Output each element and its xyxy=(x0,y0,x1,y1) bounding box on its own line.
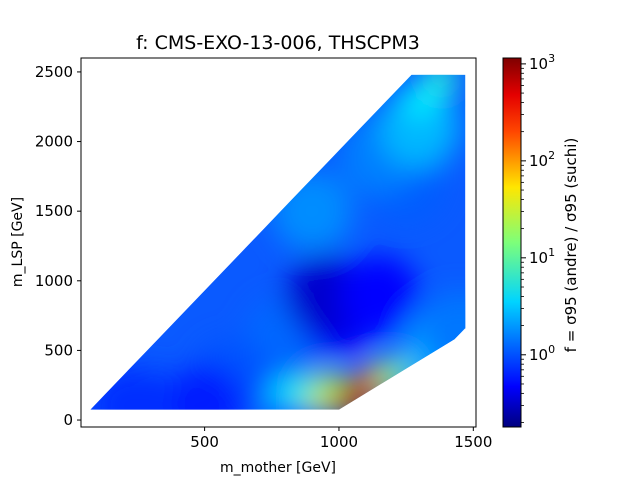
heatmap-cell xyxy=(90,366,170,410)
x-tick-label: 1000 xyxy=(320,433,358,451)
y-axis-label: m_LSP [GeV] xyxy=(10,197,26,287)
colorbar-tick-label: 102 xyxy=(529,149,555,170)
colorbar-label: f = σ95 (andre) / σ95 (suchi) xyxy=(562,138,580,353)
x-axis-label: m_mother [GeV] xyxy=(220,460,336,476)
y-tick-label: 0 xyxy=(63,411,73,429)
colorbar-tick-label: 103 xyxy=(529,52,555,73)
x-tick-label: 500 xyxy=(190,433,219,451)
colorbar-ticks: 100 101 102 103 xyxy=(521,52,555,423)
colorbar-tick-label: 101 xyxy=(529,246,555,267)
chart-title: f: CMS-EXO-13-006, THSCPM3 xyxy=(136,32,420,54)
y-tick-label: 1500 xyxy=(35,202,73,220)
x-tick-label: 1500 xyxy=(454,433,492,451)
x-axis-ticks: 500 1000 1500 xyxy=(190,427,492,451)
heatmap-cell xyxy=(339,254,420,335)
heatmap-region xyxy=(90,74,466,410)
heatmap-cell xyxy=(419,290,466,371)
y-tick-label: 500 xyxy=(44,341,73,359)
heatmap-cell xyxy=(269,378,302,410)
heatmap-cell xyxy=(403,83,436,116)
y-tick-label: 2500 xyxy=(35,63,73,81)
plot-frame xyxy=(80,57,477,428)
y-tick-label: 2000 xyxy=(35,133,73,151)
y-tick-label: 1000 xyxy=(35,272,73,290)
heatmap-cell xyxy=(376,359,409,392)
heatmap-cell xyxy=(425,74,458,95)
y-axis-ticks: 0 500 1000 1500 2000 2500 xyxy=(35,63,81,429)
heatmap-cell xyxy=(379,87,460,168)
colorbar-tick-label: 100 xyxy=(529,343,555,364)
colorbar xyxy=(502,57,522,428)
heatmap-cell xyxy=(164,364,245,410)
heatmap-cell xyxy=(272,171,353,252)
